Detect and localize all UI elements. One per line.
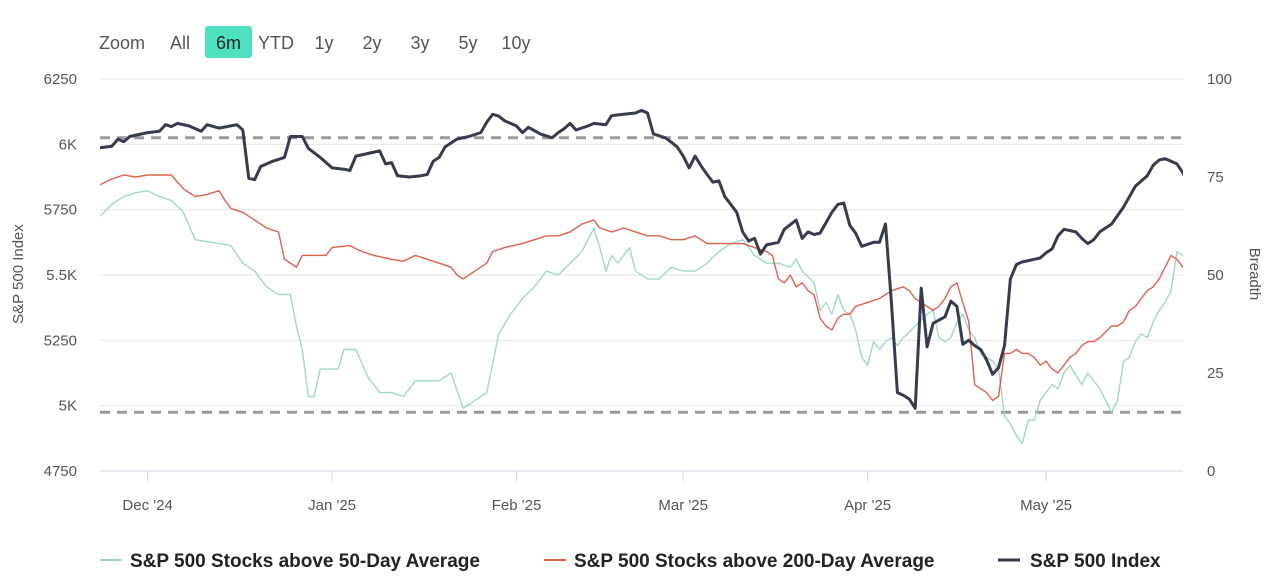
x-tick-label: May '25: [1020, 497, 1072, 514]
zoom-button-6m-label[interactable]: 6m: [216, 33, 241, 53]
y-right-tick-label: 100: [1207, 71, 1232, 88]
y-axis-right-title: Breadth: [1246, 248, 1263, 301]
legend-label-50-day[interactable]: S&P 500 Stocks above 50-Day Average: [130, 551, 480, 572]
zoom-button-ytd-label[interactable]: YTD: [258, 33, 294, 53]
x-tick-label: Jan '25: [308, 497, 356, 514]
x-tick-label: Feb '25: [492, 497, 542, 514]
y-left-tick-label: 6K: [59, 136, 77, 153]
y-axis-left: 4750 5K 5250 5.5K 5750 6K 6250: [44, 71, 77, 480]
zoom-button-2y-label[interactable]: 2y: [362, 33, 381, 53]
y-left-tick-label: 5250: [44, 332, 77, 349]
y-right-tick-label: 25: [1207, 365, 1224, 382]
zoom-button-6m-highlight[interactable]: [205, 26, 252, 58]
zoom-button-10y-label[interactable]: 10y: [501, 33, 530, 53]
zoom-button-10y[interactable]: 10y: [501, 33, 530, 53]
y-right-tick-label: 75: [1207, 169, 1224, 186]
zoom-button-all[interactable]: All: [170, 33, 190, 53]
y-left-tick-label: 6250: [44, 71, 77, 88]
x-tick-label: Mar '25: [658, 497, 708, 514]
range-selector: Zoom All 6m YTD 1y 2y 3y 5y 10y: [99, 26, 531, 58]
legend-label-200-day[interactable]: S&P 500 Stocks above 200-Day Average: [574, 551, 935, 572]
zoom-button-5y[interactable]: 5y: [458, 33, 477, 53]
x-tick-label: Apr '25: [844, 497, 891, 514]
x-tick-label: Dec '24: [122, 497, 172, 514]
zoom-button-6m[interactable]: 6m: [205, 26, 252, 58]
series-line-50-day: [100, 190, 1183, 445]
y-right-tick-label: 50: [1207, 267, 1224, 284]
legend: S&P 500 Stocks above 50-Day Average S&P …: [100, 551, 1161, 572]
zoom-button-3y[interactable]: 3y: [410, 33, 429, 53]
series-line-200-day: [100, 174, 1183, 402]
y-axis-right: 0 25 50 75 100: [1207, 71, 1232, 480]
y-left-tick-label: 4750: [44, 463, 77, 480]
zoom-button-2y[interactable]: 2y: [362, 33, 381, 53]
zoom-button-1y-label[interactable]: 1y: [314, 33, 333, 53]
x-axis: Dec '24 Jan '25 Feb '25 Mar '25 Apr '25 May '…: [100, 470, 1183, 514]
legend-item-index[interactable]: S&P 500 Index: [998, 551, 1161, 572]
y-left-tick-label: 5750: [44, 202, 77, 219]
zoom-button-3y-label[interactable]: 3y: [410, 33, 429, 53]
legend-label-index[interactable]: S&P 500 Index: [1030, 551, 1161, 572]
series-line-index: [100, 108, 1183, 410]
zoom-label: Zoom: [99, 33, 145, 53]
zoom-button-1y[interactable]: 1y: [314, 33, 333, 53]
reference-lines: [100, 136, 1183, 414]
legend-item-50-day[interactable]: S&P 500 Stocks above 50-Day Average: [100, 551, 480, 572]
zoom-button-ytd[interactable]: YTD: [258, 33, 294, 53]
y-right-tick-label: 0: [1207, 463, 1215, 480]
zoom-button-5y-label[interactable]: 5y: [458, 33, 477, 53]
y-axis-left-title: S&P 500 Index: [10, 224, 27, 324]
series-layer: [100, 108, 1183, 445]
y-left-tick-label: 5.5K: [46, 267, 77, 284]
y-left-tick-label: 5K: [59, 398, 77, 415]
zoom-button-all-label[interactable]: All: [170, 33, 190, 53]
legend-item-200-day[interactable]: S&P 500 Stocks above 200-Day Average: [544, 551, 935, 572]
